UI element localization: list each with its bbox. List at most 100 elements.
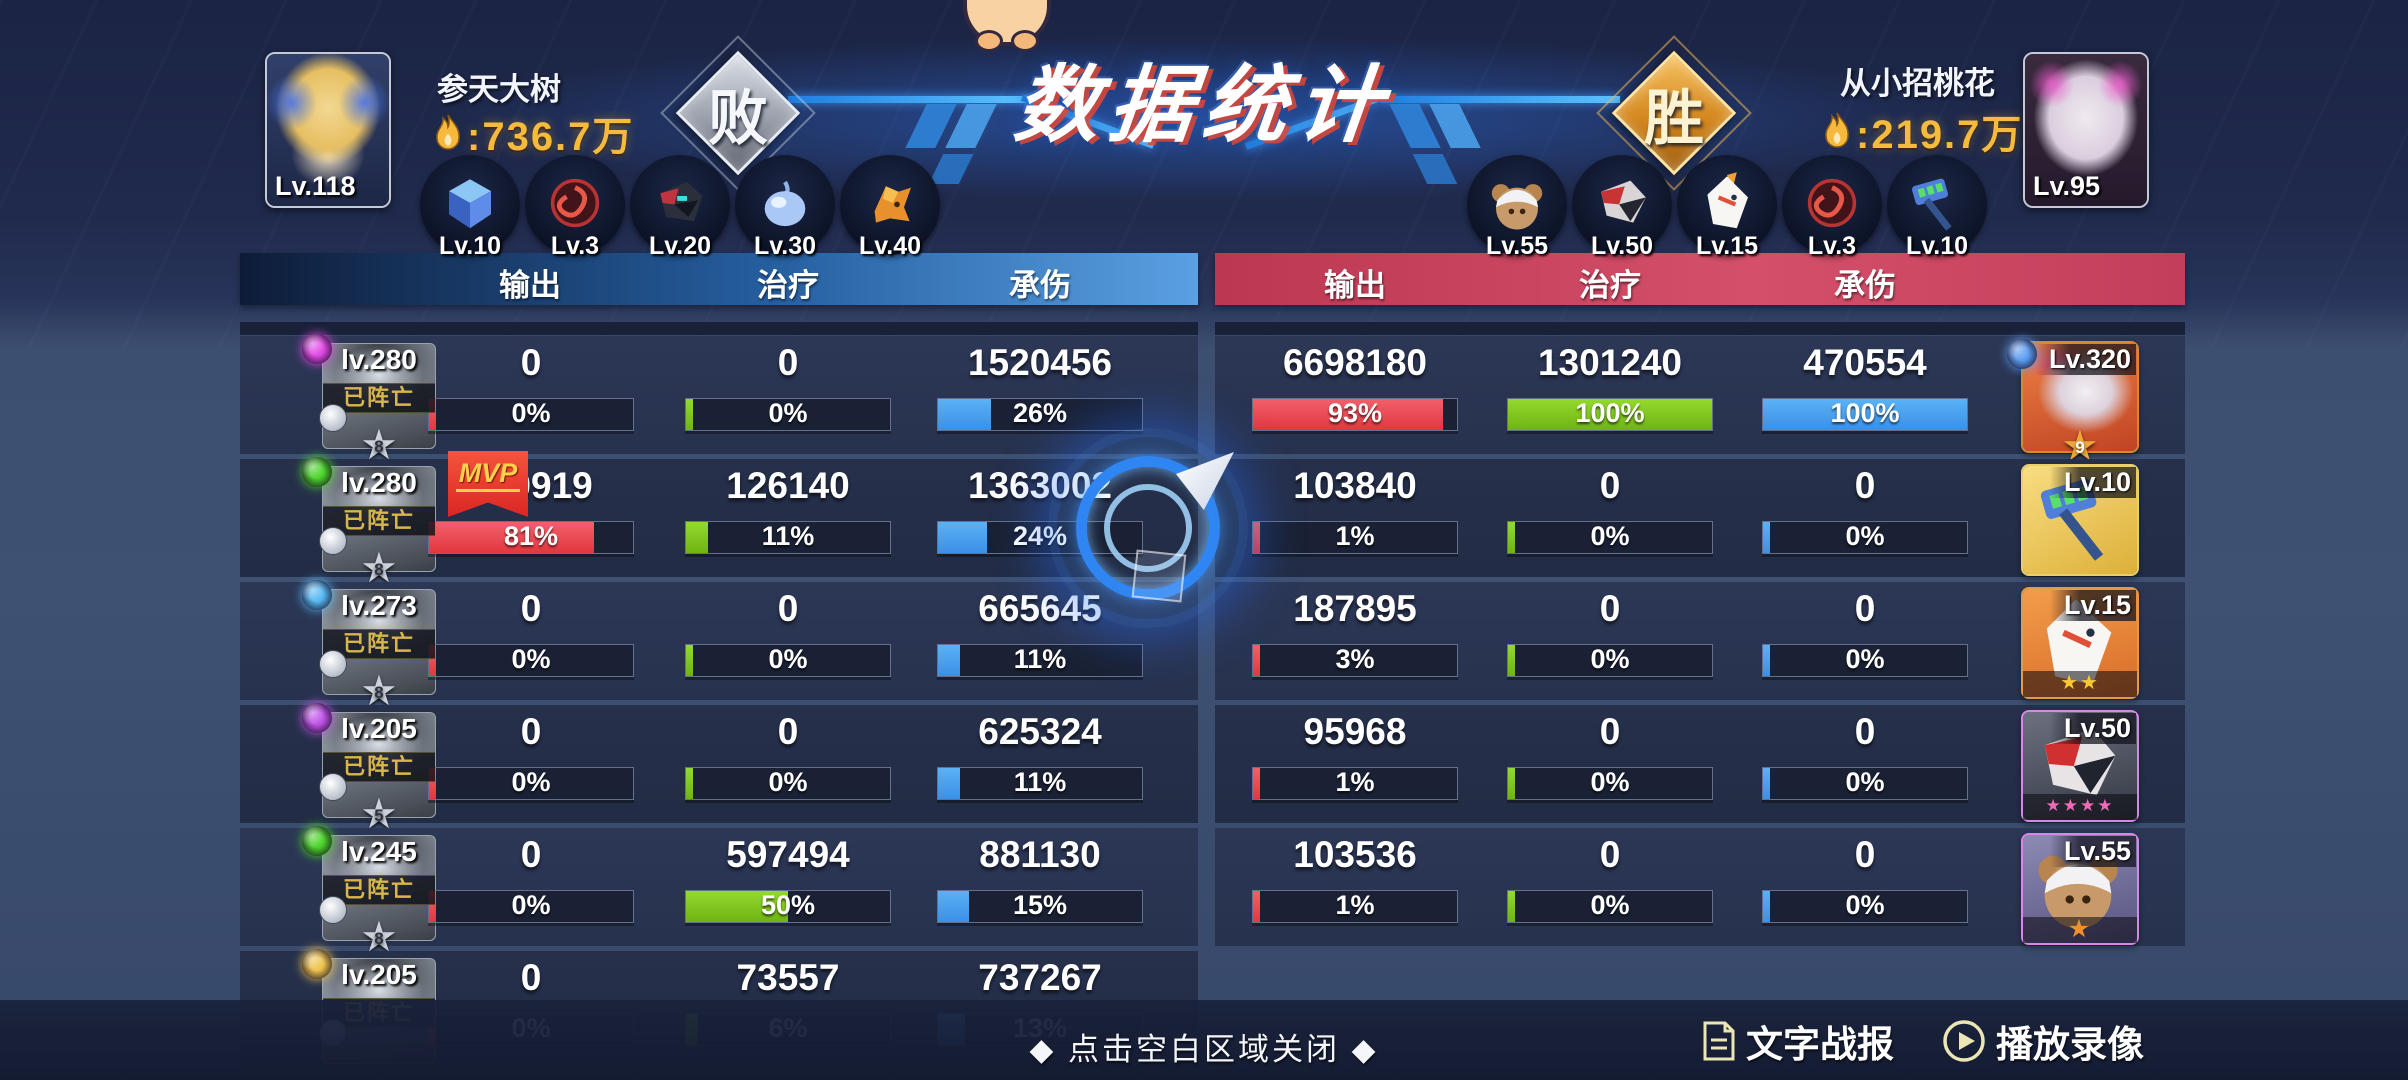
class-icon — [302, 826, 332, 856]
class-icon — [302, 334, 332, 364]
pet-level: Lv.55 — [1485, 232, 1549, 260]
unit-portrait[interactable]: lv.273 已阵亡 ★ 8 — [319, 589, 436, 712]
left-player-avatar[interactable]: Lv.118 — [265, 52, 391, 208]
pet-level: Lv.10 — [438, 232, 502, 260]
table-row: lv.273 已阵亡 ★ 8 0 0% 0 0% 665645 11% — [240, 580, 1198, 712]
pet-level: Lv.15 — [1695, 232, 1759, 260]
table-row: lv.280 已阵亡 ★ 8 MVP 380919 81% 126140 11% … — [240, 451, 1198, 589]
pet-slot[interactable]: Lv.15 — [1677, 155, 1777, 260]
heal-value: 0 — [777, 342, 799, 383]
damage-bar: 1% — [1252, 890, 1458, 923]
dead-label: 已阵亡 — [323, 506, 435, 536]
defeat-badge: 败 — [660, 35, 816, 191]
damage-value: 95968 — [1303, 711, 1407, 752]
column-header-taken: 承伤 — [1834, 268, 1896, 303]
pet-slot[interactable]: Lv.30 — [735, 155, 835, 260]
taken-bar: 26% — [937, 398, 1143, 431]
taken-value: 0 — [1854, 711, 1876, 752]
pet-bear-icon — [1491, 184, 1543, 230]
heal-bar: 0% — [1507, 521, 1713, 554]
heal-value: 0 — [777, 711, 799, 752]
table-row: 187895 3% 0 0% 0 0% Lv.15 ★★ — [1215, 582, 2185, 700]
unit-portrait[interactable]: Lv.55 ★ — [2021, 833, 2139, 945]
star-rating: ★★ — [2023, 671, 2137, 697]
pet-slot[interactable]: Lv.10 — [420, 155, 520, 260]
faction-emblem-icon — [319, 896, 347, 924]
right-decor-line — [1380, 96, 1620, 103]
unit-portrait[interactable]: lv.205 已阵亡 ★ 5 — [319, 712, 436, 835]
play-record-button[interactable]: 播放录像 — [1942, 1014, 2144, 1068]
heal-value: 1301240 — [1537, 342, 1683, 383]
item-tile[interactable]: Lv.10 — [2021, 464, 2139, 576]
taken-value: 470554 — [1803, 342, 1927, 383]
right-player-avatar[interactable]: Lv.95 — [2023, 52, 2149, 208]
faction-emblem-icon — [319, 527, 347, 555]
class-icon — [2007, 339, 2037, 369]
unit-portrait[interactable]: lv.280 已阵亡 ★ 8 — [319, 343, 436, 466]
heal-bar: 0% — [1507, 767, 1713, 800]
pet-slot[interactable]: Lv.3 — [525, 155, 625, 260]
class-icon — [302, 949, 332, 979]
star-rating: ★★★★ — [2023, 794, 2137, 820]
unit-level: Lv.320 — [2034, 344, 2136, 375]
taken-bar: 0% — [1762, 521, 1968, 554]
damage-value: 103536 — [1293, 834, 1417, 875]
right-player-power-value: :219.7万 — [1856, 113, 2024, 157]
heal-value: 0 — [1599, 711, 1621, 752]
pet-slot[interactable]: Lv.40 — [840, 155, 940, 260]
pet-hammer-icon — [1911, 178, 1952, 231]
star-rating: ★ — [2023, 917, 2137, 943]
unit-level: lv.205 — [341, 713, 417, 744]
table-row: 95968 1% 0 0% 0 0% Lv.50 ★★★★ — [1215, 705, 2185, 823]
taken-value: 737267 — [978, 957, 1102, 998]
damage-bar: 0% — [428, 890, 634, 923]
document-icon — [1703, 1021, 1735, 1061]
right-player-name: 从小招桃花 — [1840, 66, 1995, 101]
taken-bar: 0% — [1762, 890, 1968, 923]
pet-slot[interactable]: Lv.55 — [1467, 155, 1567, 260]
victory-badge: 胜 — [1596, 35, 1752, 191]
unit-portrait[interactable]: Lv.15 ★★ — [2021, 587, 2139, 699]
faction-emblem-icon — [319, 650, 347, 678]
star-badge: ★ 8 — [360, 544, 398, 591]
left-list-top-strip — [240, 322, 1198, 335]
text-report-button[interactable]: 文字战报 — [1702, 1014, 1894, 1068]
unit-level: lv.280 — [341, 344, 417, 375]
pet-rune-icon — [1807, 178, 1857, 228]
right-table-header: 输出 治疗 承伤 — [1215, 253, 2185, 305]
heal-bar: 0% — [685, 644, 891, 677]
heal-value: 0 — [1599, 465, 1621, 506]
pet-level: Lv.30 — [753, 232, 817, 260]
pet-slot[interactable]: Lv.3 — [1782, 155, 1882, 260]
unit-level: Lv.15 — [2049, 590, 2136, 621]
damage-value: 6698180 — [1282, 342, 1428, 383]
close-hint: ◆ 点击空白区域关闭 ◆ — [1029, 1032, 1379, 1067]
heal-bar: 0% — [685, 767, 891, 800]
unit-level: Lv.10 — [2049, 467, 2136, 498]
footer-bar[interactable]: ◆ 点击空白区域关闭 ◆ 文字战报 播放录像 — [0, 1000, 2408, 1080]
heal-value: 0 — [1599, 834, 1621, 875]
column-header-taken: 承伤 — [1009, 268, 1071, 303]
taken-value: 625324 — [978, 711, 1102, 752]
unit-portrait[interactable]: Lv.320 ★ 9 — [2007, 339, 2139, 467]
unit-portrait[interactable]: lv.245 已阵亡 ★ 8 — [319, 835, 436, 958]
class-icon — [302, 580, 332, 610]
pet-level: Lv.50 — [1590, 232, 1654, 260]
damage-value: 0 — [520, 588, 542, 629]
unit-portrait[interactable]: Lv.50 ★★★★ — [2021, 710, 2139, 822]
pet-slot[interactable]: Lv.10 — [1887, 155, 1987, 260]
unit-portrait[interactable]: lv.280 已阵亡 ★ 8 — [319, 466, 436, 589]
heal-bar: 100% — [1507, 398, 1713, 431]
text-report-label: 文字战报 — [1746, 1024, 1894, 1065]
damage-value: 0 — [520, 711, 542, 752]
pet-level: Lv.20 — [648, 232, 712, 260]
pet-fox-icon — [1707, 172, 1748, 229]
heal-bar: 0% — [1507, 644, 1713, 677]
heal-value: 597494 — [726, 834, 850, 875]
taken-value: 1520456 — [967, 342, 1113, 383]
pet-slot[interactable]: Lv.20 — [630, 155, 730, 260]
play-icon — [1943, 1020, 1985, 1062]
pet-slot[interactable]: Lv.50 — [1572, 155, 1672, 260]
star-badge: ★ 8 — [360, 667, 398, 714]
